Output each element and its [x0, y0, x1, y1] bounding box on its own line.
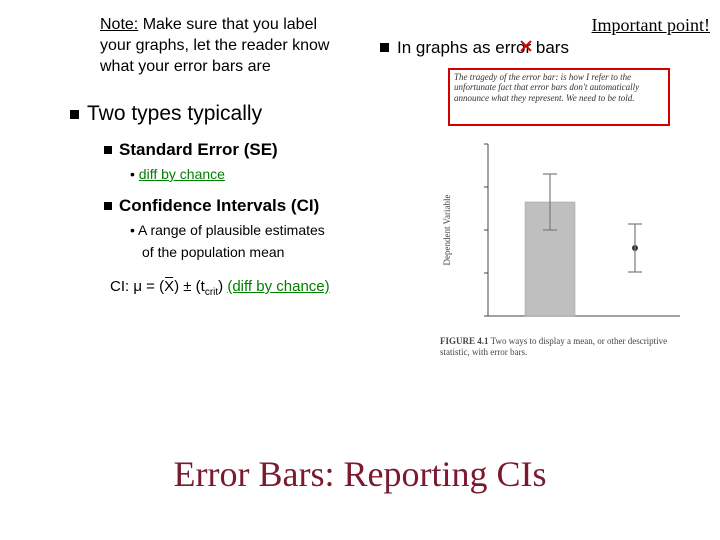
svg-text:Dependent Variable: Dependent Variable — [442, 194, 452, 265]
figure: The tragedy of the error bar: is how I r… — [430, 68, 685, 378]
outline: Two types typically Standard Error (SE) … — [70, 102, 380, 298]
formula-green: (diff by chance) — [227, 278, 329, 295]
bullet-icon — [104, 202, 112, 210]
figure-caption-bold: FIGURE 4.1 — [440, 336, 489, 346]
ci-formula: CI: μ = (X) ± (tcrit) (diff by chance) — [110, 278, 380, 298]
important-block: Important point! In graphs as error bars — [370, 15, 710, 58]
outline-lvl1: Two types typically — [70, 102, 380, 126]
outline-se: Standard Error (SE) — [104, 140, 380, 160]
slide: Note: Make sure that you label your grap… — [0, 0, 720, 540]
red-cross-icon — [521, 41, 531, 51]
slide-title: Error Bars: Reporting CIs — [0, 453, 720, 495]
figure-chart: Dependent Variable — [430, 136, 685, 331]
formula-mid: ) ± (t — [174, 278, 205, 295]
formula-prefix: CI: μ = ( — [110, 278, 164, 295]
important-heading: Important point! — [370, 15, 710, 36]
lvl1-text: Two types typically — [87, 102, 262, 125]
se-sub: diff by chance — [130, 166, 380, 182]
formula-sub: crit — [205, 287, 218, 298]
bullet-icon — [70, 110, 79, 119]
figure-quote-box: The tragedy of the error bar: is how I r… — [448, 68, 670, 126]
bullet-icon — [104, 146, 112, 154]
outline-ci: Confidence Intervals (CI) — [104, 196, 380, 216]
important-text-line: In graphs as error bars — [370, 38, 710, 58]
ci-sub2: of the population mean — [142, 244, 380, 260]
note-label: Note: — [100, 16, 138, 33]
ci-sub1: A range of plausible estimates — [130, 222, 380, 238]
note-block: Note: Make sure that you label your grap… — [100, 15, 350, 77]
bullet-icon — [380, 43, 389, 52]
se-sub-text: diff by chance — [139, 166, 225, 182]
important-text: In graphs as error bars — [397, 38, 569, 57]
formula-xbar: X — [164, 278, 174, 295]
se-title: Standard Error (SE) — [119, 140, 278, 159]
ci-title: Confidence Intervals (CI) — [119, 196, 319, 215]
figure-quote: The tragedy of the error bar: is how I r… — [454, 72, 664, 103]
figure-caption: FIGURE 4.1 Two ways to display a mean, o… — [440, 336, 680, 358]
formula-close: ) — [218, 278, 227, 295]
